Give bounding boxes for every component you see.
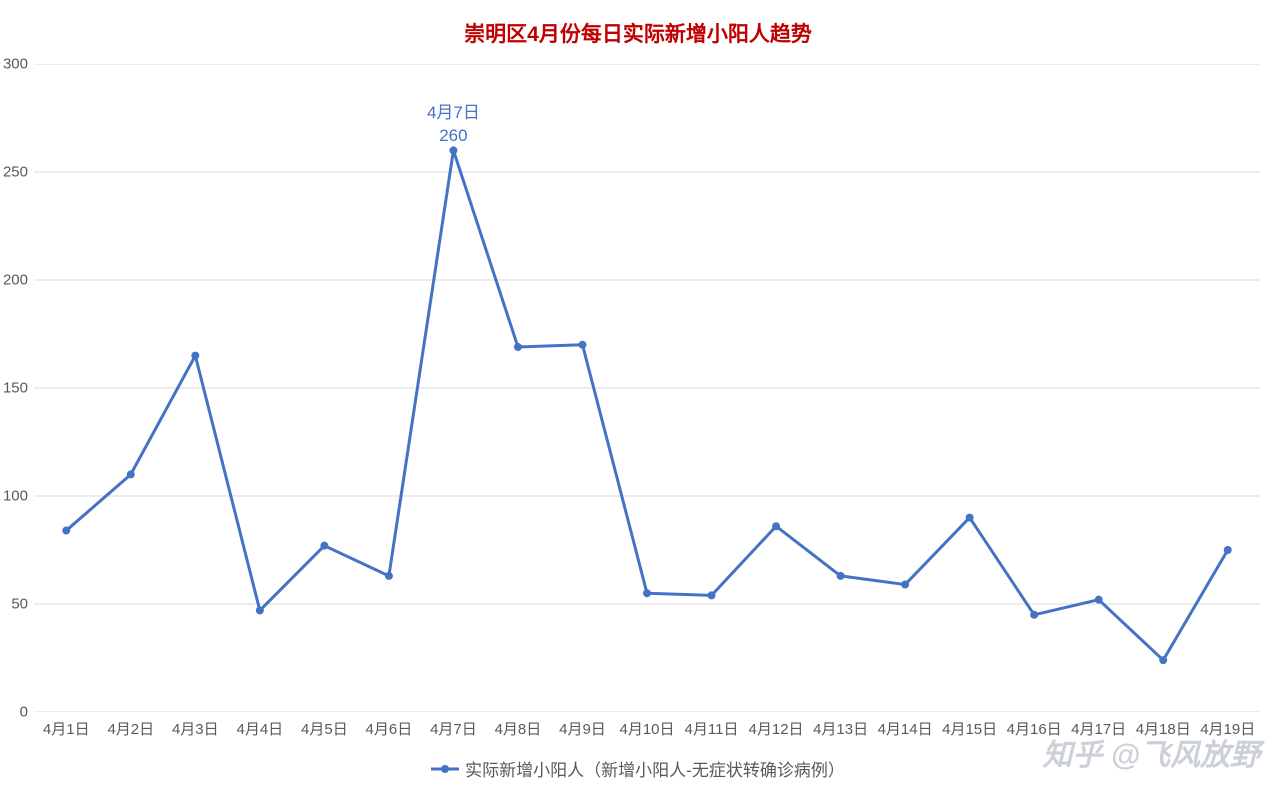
plot-svg <box>34 64 1260 712</box>
data-label: 4月7日260 <box>427 102 480 148</box>
y-tick-label: 100 <box>3 488 34 505</box>
legend-swatch <box>431 762 459 776</box>
x-tick-label: 4月14日 <box>878 712 933 739</box>
chart-container: 崇明区4月份每日实际新增小阳人趋势 0501001502002503004月1日… <box>0 0 1276 796</box>
x-tick-label: 4月16日 <box>1007 712 1062 739</box>
x-tick-label: 4月6日 <box>366 712 413 739</box>
y-tick-label: 250 <box>3 164 34 181</box>
x-tick-label: 4月13日 <box>813 712 868 739</box>
x-tick-label: 4月5日 <box>301 712 348 739</box>
y-tick-label: 150 <box>3 380 34 397</box>
x-tick-label: 4月9日 <box>559 712 606 739</box>
x-tick-label: 4月3日 <box>172 712 219 739</box>
x-tick-label: 4月7日 <box>430 712 477 739</box>
y-tick-label: 300 <box>3 56 34 73</box>
x-tick-label: 4月2日 <box>107 712 154 739</box>
x-tick-label: 4月11日 <box>685 712 739 739</box>
y-tick-label: 50 <box>11 596 34 613</box>
x-tick-label: 4月4日 <box>236 712 283 739</box>
legend-item: 实际新增小阳人（新增小阳人-无症状转确诊病例） <box>431 756 845 781</box>
x-tick-label: 4月17日 <box>1071 712 1126 739</box>
x-tick-label: 4月18日 <box>1136 712 1191 739</box>
legend: 实际新增小阳人（新增小阳人-无症状转确诊病例） <box>0 756 1276 781</box>
x-tick-label: 4月1日 <box>43 712 90 739</box>
x-tick-label: 4月15日 <box>942 712 997 739</box>
plot-area: 0501001502002503004月1日4月2日4月3日4月4日4月5日4月… <box>34 64 1260 712</box>
legend-label: 实际新增小阳人（新增小阳人-无症状转确诊病例） <box>465 756 845 781</box>
chart-title: 崇明区4月份每日实际新增小阳人趋势 <box>0 18 1276 48</box>
y-tick-label: 0 <box>20 704 34 721</box>
x-tick-label: 4月8日 <box>495 712 542 739</box>
y-tick-label: 200 <box>3 272 34 289</box>
x-tick-label: 4月19日 <box>1200 712 1255 739</box>
x-tick-label: 4月12日 <box>749 712 804 739</box>
x-tick-label: 4月10日 <box>619 712 674 739</box>
